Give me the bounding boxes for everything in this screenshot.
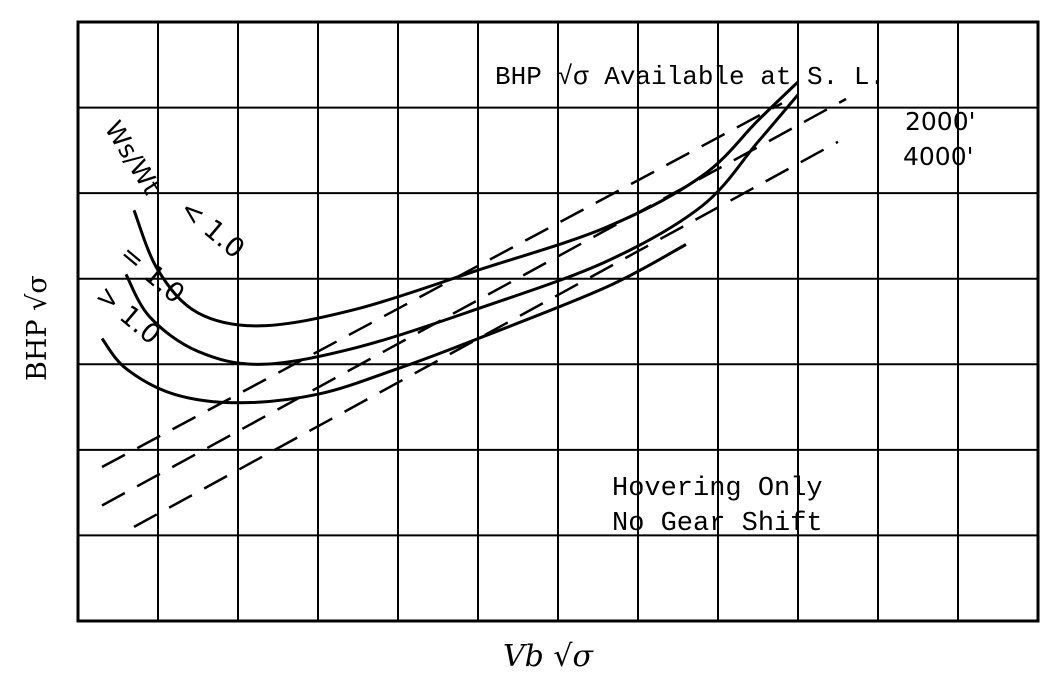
available-line-s-l	[101, 102, 783, 469]
y-axis-title: BHP √σ	[22, 275, 53, 381]
note-line-1: Hovering Only	[612, 474, 823, 504]
note-line-2: No Gear Shift	[612, 509, 823, 539]
x-axis-title: Vb √σ	[503, 639, 595, 674]
required-curve-ws-wt-1-0	[100, 243, 687, 405]
required-curve-ws-wt-1-0	[132, 80, 800, 328]
grid	[78, 22, 1038, 621]
power-curves	[100, 80, 847, 528]
available-header-label: BHP √σ Available at S. L.	[495, 62, 885, 92]
available-line-4000	[133, 140, 839, 528]
available-2000-label: 2000'	[905, 107, 976, 136]
available-4000-label: 4000'	[903, 142, 974, 171]
plot-frame	[76, 20, 1040, 623]
required-curve-ws-wt-1-0	[124, 93, 800, 366]
available-line-2000	[101, 97, 847, 507]
weight-ratio-label: Ws/Wt	[99, 116, 166, 200]
